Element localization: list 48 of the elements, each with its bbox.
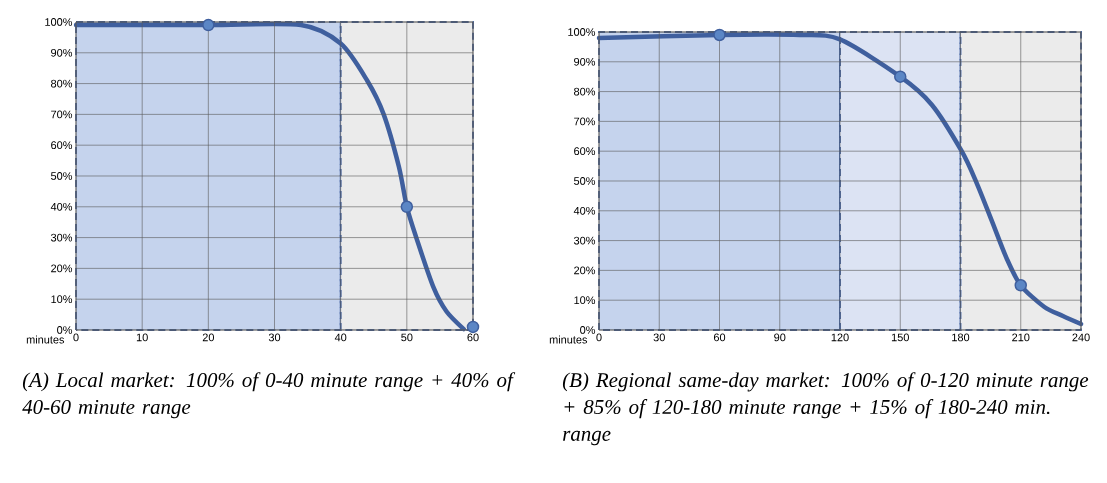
x-tick-label: 60 [467,333,479,342]
y-tick-label: 0% [57,326,73,334]
x-tick-label: 20 [202,333,214,342]
x-tick-label: 50 [401,333,413,342]
y-tick-label: 20% [51,264,73,273]
point [202,18,215,32]
y-tick-label: 80% [51,79,73,88]
text: (A) Local market: 100% of 0-40 minute range + 40% of 40-60 minute range [22,372,516,419]
text: (B) Regional same-day market: 100% of 0-120 minute range + 85% of 120-180 minute range + 15% of 180-240 min. range [562,372,1089,446]
x-tick-label: 0 [596,333,602,342]
point [894,70,907,83]
point [400,200,414,214]
x-axis-title: minutes [549,335,588,344]
y-tick-label: 10% [51,295,73,304]
y-tick-label: 50% [573,177,596,185]
x-tick-label: 10 [136,333,148,342]
x-tick-label: 30 [653,333,665,342]
x-tick-label: 0 [73,333,79,342]
x-tick-label: 180 [952,333,970,342]
x-tick-label: 210 [1012,333,1030,342]
y-tick-label: 0% [580,326,596,334]
x-tick-label: 60 [713,333,726,342]
y-tick-label: 80% [574,87,596,96]
y-tick-label: 60% [574,147,596,156]
y-tick-label: 30% [50,233,73,242]
point [1014,279,1027,292]
y-tick-label: 90% [51,48,73,57]
y-tick-label: 100% [568,28,596,36]
point [466,320,480,334]
y-tick-label: 70% [574,117,596,126]
y-tick-label: 40% [50,202,73,211]
x-tick-label: 40 [334,333,347,342]
y-tick-label: 50% [50,172,73,180]
x-tick-label: 120 [831,333,849,342]
y-tick-label: 10% [574,296,596,305]
point [713,28,726,42]
x-axis-title: minutes [26,335,65,344]
x-tick-label: 30 [268,333,281,342]
y-tick-label: 90% [574,57,596,66]
x-tick-label: 150 [891,333,909,342]
y-tick-label: 100% [45,18,73,26]
y-tick-label: 60% [51,141,73,150]
y-tick-label: 30% [573,236,596,245]
y-tick-label: 20% [574,266,596,275]
x-tick-label: 240 [1072,333,1090,342]
y-tick-label: 70% [51,110,73,119]
y-tick-label: 40% [573,206,596,215]
x-tick-label: 90 [774,333,786,342]
